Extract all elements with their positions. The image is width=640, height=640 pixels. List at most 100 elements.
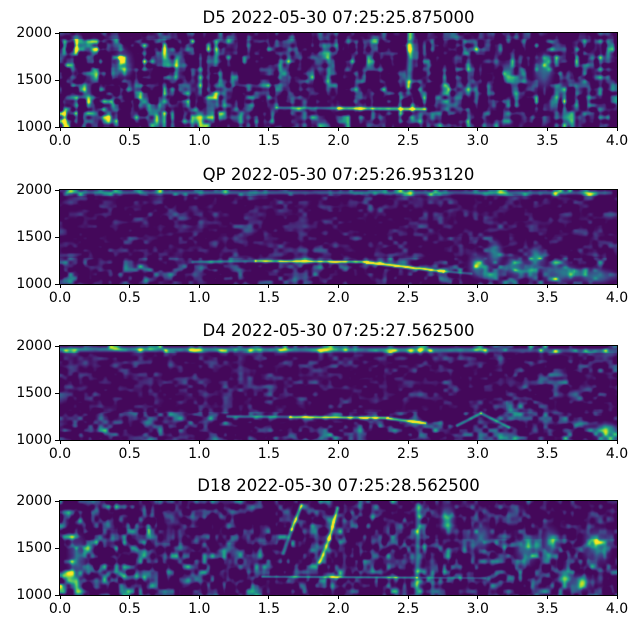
y-tick-label: 1000 — [16, 119, 52, 135]
x-tick-mark — [338, 440, 339, 444]
x-tick-mark — [547, 127, 548, 131]
y-tick-label: 2000 — [16, 338, 52, 354]
x-tick-mark — [268, 284, 269, 288]
x-tick-label: 2.5 — [396, 446, 420, 462]
x-tick-label: 2.5 — [396, 601, 420, 617]
x-tick-label: 1.0 — [188, 446, 211, 462]
x-tick-mark — [408, 440, 409, 444]
x-tick-mark — [547, 284, 548, 288]
x-tick-mark — [338, 127, 339, 131]
x-tick-mark — [268, 595, 269, 599]
x-tick-label: 0.0 — [48, 290, 72, 306]
y-tick-mark — [55, 237, 59, 238]
spectrogram-heatmap-QP — [60, 190, 617, 284]
x-tick-mark — [477, 595, 478, 599]
y-tick-label: 2000 — [16, 25, 52, 41]
x-tick-mark — [129, 595, 130, 599]
y-tick-label: 1500 — [16, 385, 52, 401]
x-tick-mark — [547, 440, 548, 444]
x-tick-mark — [617, 284, 618, 288]
y-tick-label: 2000 — [16, 493, 52, 509]
x-tick-label: 0.5 — [118, 290, 141, 306]
spectrogram-heatmap-D5 — [60, 33, 617, 127]
x-tick-mark — [60, 440, 61, 444]
y-tick-mark — [55, 127, 59, 128]
x-tick-label: 3.5 — [536, 290, 559, 306]
x-tick-mark — [268, 127, 269, 131]
y-tick-label: 1000 — [16, 432, 52, 448]
x-tick-mark — [477, 284, 478, 288]
x-tick-label: 3.0 — [466, 446, 489, 462]
x-tick-label: 0.0 — [48, 133, 72, 149]
x-tick-label: 3.5 — [536, 601, 559, 617]
x-tick-label: 1.0 — [188, 290, 211, 306]
x-tick-label: 1.5 — [257, 290, 280, 306]
x-tick-label: 2.0 — [327, 601, 350, 617]
y-tick-mark — [55, 548, 59, 549]
x-tick-mark — [129, 440, 130, 444]
x-tick-label: 2.5 — [396, 133, 420, 149]
x-tick-mark — [617, 595, 618, 599]
y-tick-label: 1000 — [16, 587, 52, 603]
x-tick-label: 4.0 — [605, 446, 629, 462]
x-tick-label: 3.0 — [466, 290, 489, 306]
x-tick-label: 2.0 — [327, 446, 350, 462]
x-tick-label: 0.5 — [118, 601, 141, 617]
x-tick-mark — [408, 127, 409, 131]
spectrogram-heatmap-D4 — [60, 346, 617, 440]
x-tick-mark — [408, 595, 409, 599]
y-tick-mark — [55, 190, 59, 191]
x-tick-mark — [60, 284, 61, 288]
x-tick-label: 1.0 — [188, 601, 211, 617]
x-tick-label: 0.5 — [118, 446, 141, 462]
x-tick-label: 4.0 — [605, 133, 629, 149]
x-tick-mark — [129, 284, 130, 288]
x-tick-mark — [477, 440, 478, 444]
subplot-title-D4: D4 2022-05-30 07:25:27.562500 — [202, 321, 475, 340]
x-tick-mark — [129, 127, 130, 131]
y-tick-label: 1500 — [16, 72, 52, 88]
y-tick-mark — [55, 440, 59, 441]
x-tick-label: 1.5 — [257, 133, 280, 149]
x-tick-label: 1.5 — [257, 601, 280, 617]
x-tick-label: 3.5 — [536, 133, 559, 149]
x-tick-label: 1.0 — [188, 133, 211, 149]
x-tick-mark — [199, 284, 200, 288]
y-tick-mark — [55, 80, 59, 81]
x-tick-label: 2.5 — [396, 290, 420, 306]
y-tick-label: 1000 — [16, 276, 52, 292]
x-tick-mark — [617, 127, 618, 131]
y-tick-mark — [55, 595, 59, 596]
y-tick-mark — [55, 501, 59, 502]
x-tick-mark — [60, 595, 61, 599]
x-tick-label: 4.0 — [605, 290, 629, 306]
x-tick-label: 0.0 — [48, 446, 72, 462]
y-tick-mark — [55, 33, 59, 34]
x-tick-label: 0.0 — [48, 601, 72, 617]
spectrogram-heatmap-D18 — [60, 501, 617, 595]
x-tick-mark — [199, 440, 200, 444]
x-tick-label: 3.0 — [466, 601, 489, 617]
x-tick-mark — [547, 595, 548, 599]
x-tick-mark — [338, 284, 339, 288]
x-tick-label: 0.5 — [118, 133, 141, 149]
x-tick-mark — [338, 595, 339, 599]
x-tick-mark — [408, 284, 409, 288]
x-tick-label: 2.0 — [327, 290, 350, 306]
y-tick-label: 1500 — [16, 229, 52, 245]
x-tick-label: 4.0 — [605, 601, 629, 617]
x-tick-mark — [477, 127, 478, 131]
x-tick-label: 2.0 — [327, 133, 350, 149]
x-tick-mark — [60, 127, 61, 131]
subplot-title-D18: D18 2022-05-30 07:25:28.562500 — [197, 476, 480, 495]
x-tick-mark — [199, 595, 200, 599]
y-tick-mark — [55, 284, 59, 285]
y-tick-mark — [55, 393, 59, 394]
x-tick-label: 3.0 — [466, 133, 489, 149]
y-tick-label: 1500 — [16, 540, 52, 556]
subplot-title-D5: D5 2022-05-30 07:25:25.875000 — [202, 8, 475, 27]
y-tick-label: 2000 — [16, 182, 52, 198]
x-tick-mark — [268, 440, 269, 444]
x-tick-mark — [617, 440, 618, 444]
